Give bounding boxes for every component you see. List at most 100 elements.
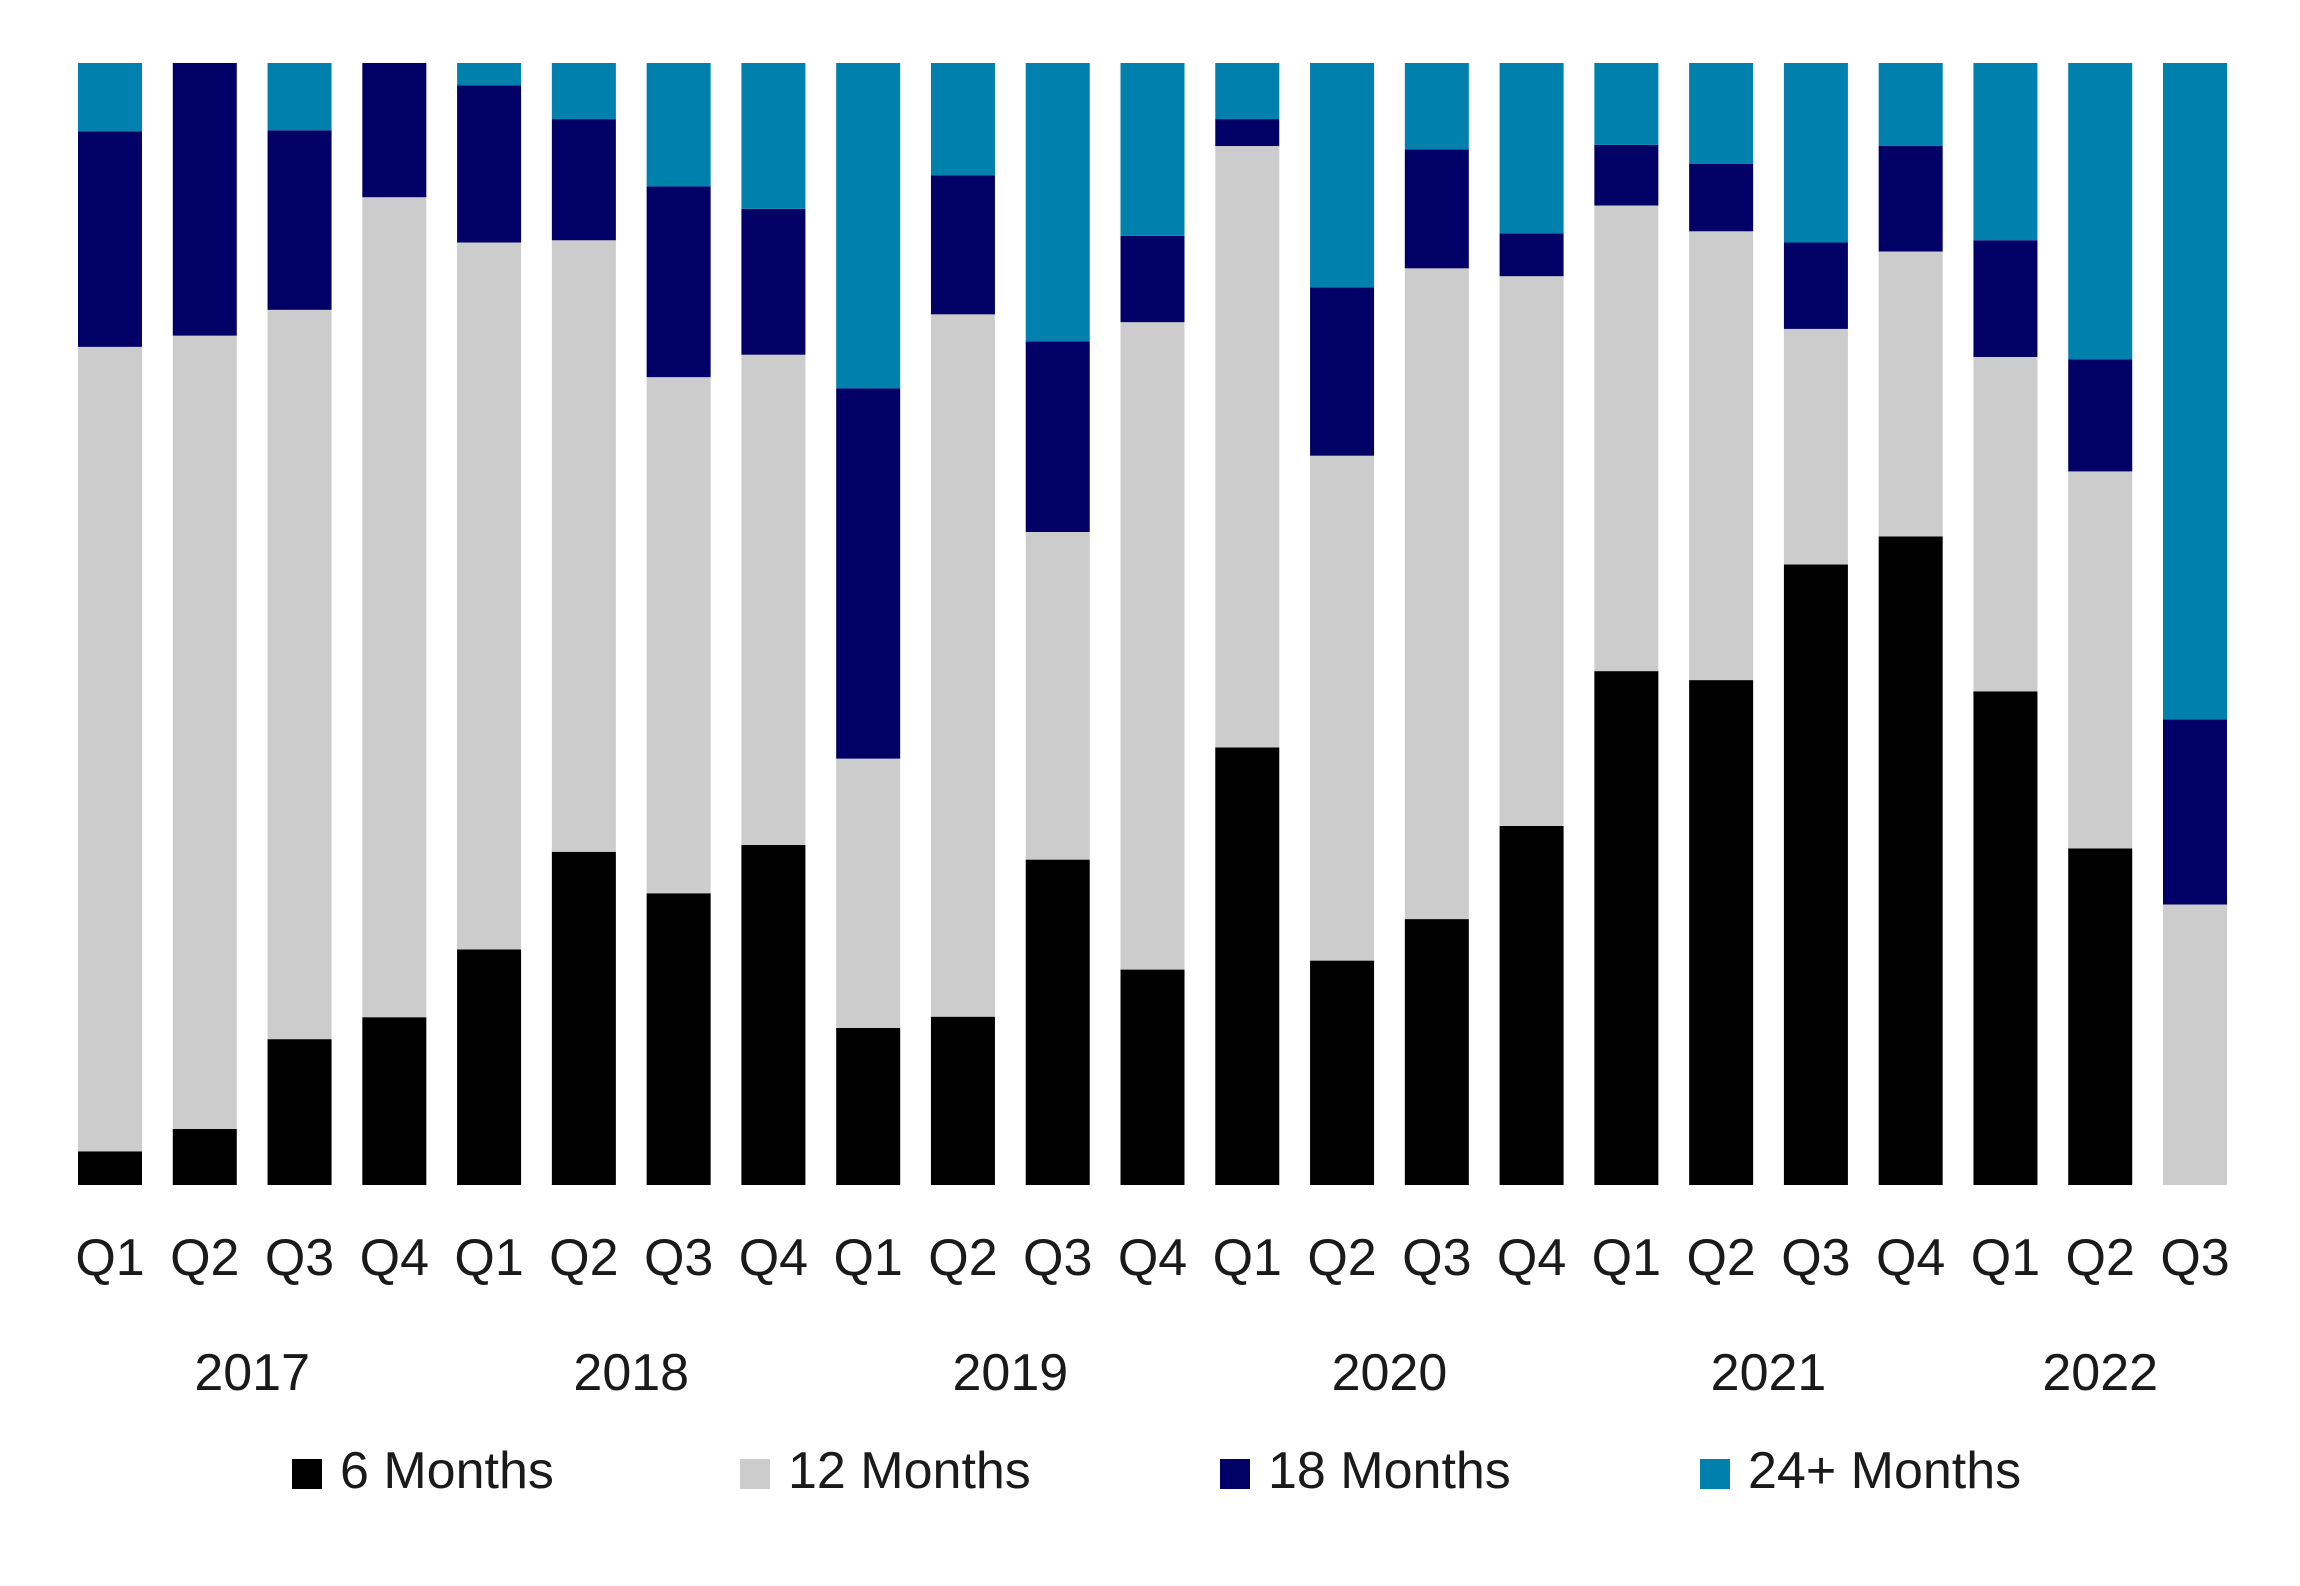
bar-segment-6-months-1 [172, 1128, 237, 1185]
bar-segment-18-months-16 [1594, 144, 1659, 206]
bar-segment-12-months-7 [741, 354, 806, 846]
bar-segment-18-months-6 [646, 186, 711, 378]
bar-segment-18-months-19 [1878, 146, 1943, 252]
x-tick-labels: Q1 Q2 Q3 Q4 Q1 Q2 Q3 Q4 Q1 Q2 Q3 Q4 Q1 Q2 Q3 Q4 Q1 Q2 Q3 Q4… [75, 1229, 2229, 1287]
legend-swatch-24-months [1700, 1459, 1730, 1489]
legend-swatch-18-months [1220, 1459, 1250, 1489]
bar-segment-24-months-18 [1783, 63, 1848, 243]
year-label-2019: 2019 [952, 1344, 1068, 1402]
bar-segment-24-months-17 [1689, 63, 1754, 164]
x-tick-label: Q1 [454, 1229, 523, 1287]
bar-segment-18-months-0 [78, 131, 142, 347]
x-tick-label: Q2 [549, 1229, 618, 1287]
bar-segment-12-months-21 [2068, 471, 2133, 849]
bar-segment-18-months-4 [457, 85, 522, 243]
x-tick-label: Q4 [1118, 1229, 1187, 1287]
x-tick-label: Q2 [928, 1229, 997, 1287]
bar-segment-6-months-14 [1404, 919, 1469, 1185]
bar-segment-12-months-9 [930, 314, 995, 1017]
year-label-2018: 2018 [573, 1344, 689, 1402]
bar-segment-6-months-13 [1310, 960, 1375, 1185]
bar-segment-6-months-21 [2068, 848, 2133, 1185]
bar-segment-12-months-2 [267, 309, 332, 1040]
bar-segment-24-months-10 [1025, 63, 1090, 342]
bar-segment-12-months-10 [1025, 532, 1090, 860]
bar-segment-24-months-2 [267, 63, 332, 131]
x-tick-label: Q2 [1307, 1229, 1376, 1287]
bar-segment-6-months-9 [930, 1016, 995, 1185]
bar-segment-24-months-9 [930, 63, 995, 176]
x-tick-label: Q4 [739, 1229, 808, 1287]
bar-segment-18-months-22 [2163, 719, 2227, 905]
bar-segment-18-months-10 [1025, 341, 1090, 532]
bar-segment-12-months-14 [1404, 268, 1469, 920]
bar-segment-6-months-8 [836, 1027, 901, 1185]
bar-segment-12-months-13 [1310, 455, 1375, 961]
bar-segment-12-months-0 [78, 346, 142, 1152]
bar-segment-24-months-16 [1594, 63, 1659, 145]
legend-swatch-12-months [740, 1459, 770, 1489]
bar-segment-6-months-12 [1215, 747, 1280, 1185]
bar-segment-6-months-2 [267, 1039, 332, 1185]
x-tick-label: Q4 [1497, 1229, 1566, 1287]
bar-segment-24-months-20 [1973, 63, 2038, 241]
bar-segment-24-months-22 [2163, 63, 2227, 720]
bar-segment-6-months-15 [1499, 825, 1564, 1185]
bar-segment-12-months-11 [1120, 322, 1185, 970]
bar-segment-24-months-5 [551, 63, 616, 120]
year-label-2022: 2022 [2042, 1344, 2158, 1402]
legend-label-24-months: 24+ Months [1748, 1442, 2021, 1500]
bar-segment-18-months-8 [836, 388, 901, 759]
legend: 6 Months 12 Months 18 Months 24+ Months [292, 1442, 2021, 1500]
x-tick-label: Q3 [265, 1229, 334, 1287]
bar-segment-6-months-20 [1973, 691, 2038, 1185]
x-tick-label: Q3 [1023, 1229, 1092, 1287]
x-tick-label: Q1 [1592, 1229, 1661, 1287]
bar-segment-12-months-3 [362, 197, 427, 1018]
bar-segment-18-months-7 [741, 208, 806, 355]
x-tick-label: Q1 [833, 1229, 902, 1287]
bar-segment-24-months-4 [457, 63, 522, 86]
x-tick-label: Q2 [170, 1229, 239, 1287]
year-label-2017: 2017 [194, 1344, 310, 1402]
legend-swatch-6-months [292, 1459, 322, 1489]
bar-segment-24-months-14 [1404, 63, 1469, 150]
x-tick-label: Q2 [2066, 1229, 2135, 1287]
bar-segment-6-months-10 [1025, 859, 1090, 1185]
bar-segment-18-months-12 [1215, 119, 1280, 147]
x-tick-label: Q3 [644, 1229, 713, 1287]
bar-segment-12-months-16 [1594, 205, 1659, 672]
x-tick-label: Q2 [1686, 1229, 1755, 1287]
bar-segment-24-months-7 [741, 63, 806, 209]
bar-segment-18-months-3 [362, 63, 427, 198]
bar-segment-18-months-18 [1783, 242, 1848, 329]
bar-segment-18-months-1 [172, 63, 237, 336]
bar-segment-12-months-8 [836, 758, 901, 1028]
legend-label-6-months: 6 Months [340, 1442, 554, 1500]
bar-segment-12-months-4 [457, 242, 522, 950]
bar-segment-18-months-9 [930, 175, 995, 315]
bar-segment-12-months-18 [1783, 328, 1848, 565]
bar-segment-24-months-21 [2068, 63, 2133, 360]
bar-segment-6-months-17 [1689, 680, 1754, 1185]
bar-segment-12-months-6 [646, 377, 711, 894]
year-label-2020: 2020 [1332, 1344, 1448, 1402]
bar-segment-18-months-21 [2068, 359, 2133, 472]
bar-segment-24-months-15 [1499, 63, 1564, 234]
bar-segment-18-months-20 [1973, 240, 2038, 357]
bar-segment-18-months-5 [551, 119, 616, 241]
year-label-2021: 2021 [1711, 1344, 1827, 1402]
bar-segment-6-months-19 [1878, 536, 1943, 1185]
bar-segment-18-months-17 [1689, 163, 1754, 232]
bar-segment-18-months-15 [1499, 233, 1564, 277]
bar-segment-24-months-13 [1310, 63, 1375, 288]
bar-segment-24-months-19 [1878, 63, 1943, 147]
bar-segment-6-months-7 [741, 845, 806, 1185]
bar-segment-24-months-12 [1215, 63, 1280, 120]
bar-segment-12-months-12 [1215, 146, 1280, 748]
x-tick-label: Q4 [1876, 1229, 1945, 1287]
bar-segment-18-months-14 [1404, 149, 1469, 269]
x-tick-label: Q4 [360, 1229, 429, 1287]
